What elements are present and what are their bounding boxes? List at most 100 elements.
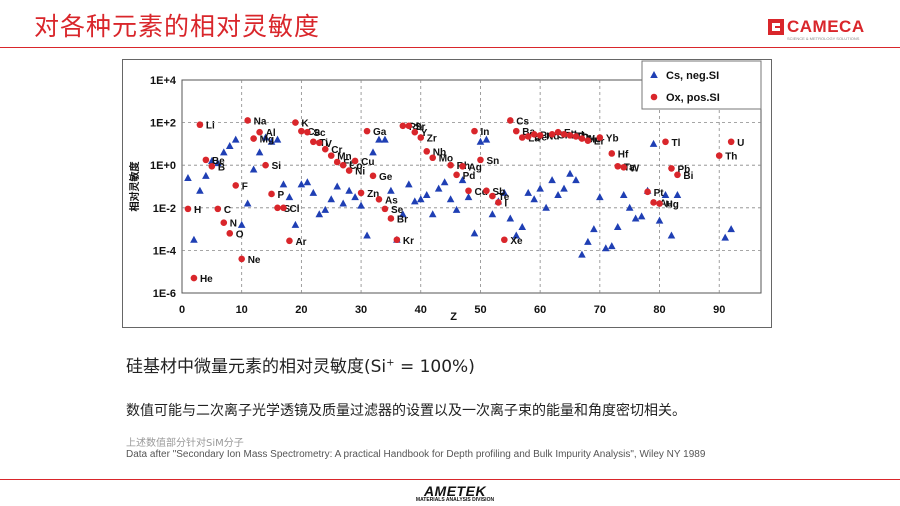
cs-neg-point [721,233,729,241]
element-label: Hf [618,149,629,160]
cs-neg-point [667,231,676,239]
cs-neg-point [584,237,592,245]
cameca-logo: CAMECA SCIENCE & METROLOGY SOLUTIONS [768,17,878,47]
ox-pos-point [584,137,592,145]
ox-pos-point [387,215,395,222]
element-label: Xe [510,236,523,247]
ox-pos-point [411,128,419,136]
ox-pos-point [572,133,580,140]
cs-neg-point [452,205,461,213]
caption-main: 硅基材中微量元素的相对灵敏度(Si [126,357,387,377]
cs-neg-point [590,225,598,233]
ox-pos-point [262,161,269,169]
cs-neg-point [536,184,544,192]
cs-neg-point [655,216,664,224]
element-label: Mg [260,135,274,146]
note-chinese: 上述数值部分针对SiM分子 [126,438,244,449]
element-label: Cs [516,116,529,127]
element-label: As [385,195,398,206]
element-label: Ar [295,237,306,248]
legend-circle-marker [650,93,658,101]
cs-neg-point [566,169,574,177]
ox-pos-point [495,199,502,206]
cs-neg-point [399,210,407,218]
ox-pos-point [399,122,407,130]
cs-neg-point [596,193,604,201]
y-tick-label: 1E+4 [150,75,177,87]
element-label: Nb [433,147,446,158]
ox-pos-point [244,117,251,124]
ox-pos-point [321,145,329,153]
relative-sensitivity-chart: 1E+4 1E+2 1E+0 1E-2 1E-4 1E-60 10 20 30 40 50 60 70 8… [128,60,762,323]
cs-neg-point [518,222,527,230]
ox-pos-point [554,128,562,136]
ox-pos-point [548,131,556,138]
ox-pos-point [208,162,216,170]
ox-pos-point [608,150,616,157]
element-label: La [528,134,540,145]
element-label: Ho [588,135,601,146]
x-tick-label: 0 [179,304,185,316]
element-label: Zn [367,189,379,200]
element-label: Cr [331,145,342,156]
ametek-brand: AMETEK [423,483,487,499]
element-label: Tl [671,138,680,149]
cs-neg-point [470,229,479,237]
element-label: Bi [683,171,693,182]
legend-box [641,60,762,110]
element-label: H [194,205,201,216]
element-label: Ga [373,127,387,138]
footer-divider [0,479,900,480]
cs-neg-point [351,193,359,201]
element-label: Au [660,198,673,209]
cs-neg-point [548,176,556,184]
element-label: Al [266,128,276,139]
cs-neg-point [625,203,634,211]
cs-neg-point [488,210,497,218]
cs-neg-point [661,191,670,199]
y-tick-label: 1E-6 [153,288,176,300]
ox-pos-point [280,204,287,212]
note-source: Data after "Secondary Ion Mass Spectrome… [126,449,706,460]
y-axis-title: 相对灵敏度 [128,161,141,212]
ox-pos-point [471,127,478,135]
cameca-logo-text: CAMECA [787,17,865,36]
element-label: Pr [540,130,551,141]
cs-neg-point [255,148,264,156]
ox-pos-point [674,171,681,179]
cs-neg-point [572,176,580,184]
ox-pos-point [286,237,293,245]
element-label: Rb [409,122,422,133]
cs-neg-point [482,135,491,143]
cs-neg-point [231,135,240,143]
element-label: Yb [606,134,619,145]
element-label: Te [498,192,509,203]
element-label: Ca [307,127,320,138]
header-divider [0,47,900,48]
ox-pos-point [620,164,628,171]
ox-pos-point [220,219,228,227]
cs-neg-point [291,220,300,228]
x-axis-title: Z [450,311,457,323]
cs-neg-point [530,195,538,203]
ox-pos-point [232,182,240,189]
cs-neg-point [357,201,365,209]
x-tick-label: 90 [713,304,725,316]
ox-pos-point [369,172,377,180]
element-label: C [224,205,231,216]
ox-pos-point [656,200,663,207]
cs-neg-point [261,133,270,141]
element-label: Br [397,214,408,225]
cs-neg-point [673,191,682,199]
ox-pos-point [530,131,538,138]
ox-pos-point [578,135,586,142]
x-tick-label: 30 [355,304,367,316]
ox-pos-point [453,171,460,179]
cs-neg-point [219,148,228,156]
element-label: O [236,229,244,240]
element-label: Cu [361,157,374,168]
cs-neg-point [196,186,204,194]
cs-neg-point [727,225,735,233]
element-label: Sr [415,122,426,133]
ox-pos-point [512,127,520,135]
